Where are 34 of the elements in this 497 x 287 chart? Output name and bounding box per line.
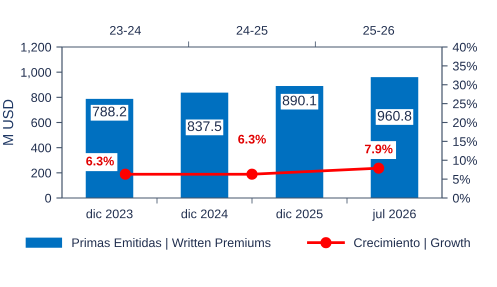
x-tick-label: 25-26 <box>363 26 394 35</box>
y-tick-label: 40% <box>452 42 477 52</box>
y-tick-label: 0 <box>45 194 52 203</box>
y-tick-label: 35% <box>452 62 477 71</box>
data-label: 837.5 <box>188 121 222 132</box>
data-label: 7.9% <box>364 144 393 154</box>
y-tick-label: 5% <box>452 174 470 184</box>
y-tick-label: 15% <box>453 137 477 146</box>
y-tick-label: 1,000 <box>21 68 52 78</box>
x-tick-label: dic 2025 <box>276 209 323 218</box>
data-label: 788.2 <box>92 106 126 116</box>
x-tick-label: 24-25 <box>236 26 268 35</box>
data-label: 890.1 <box>282 96 316 106</box>
y-tick-label: 600 <box>31 118 52 128</box>
y-tick-label: 30% <box>452 80 477 90</box>
y-axis-title: M USD <box>2 100 14 145</box>
data-label: 960.8 <box>378 110 412 121</box>
y-tick-label: 20% <box>453 118 477 128</box>
x-tick-label: jul 2026 <box>372 209 416 221</box>
data-label: 6.3% <box>86 156 114 166</box>
y-tick-label: 0% <box>452 194 470 203</box>
legend-label: Crecimiento | Growth <box>354 238 470 250</box>
bar <box>276 86 324 198</box>
y-tick-label: 1,200 <box>21 42 52 54</box>
y-tick-label: 10% <box>453 156 477 165</box>
legend-label: Primas Emitidas | Written Premiums <box>72 238 271 250</box>
data-label: 6.3% <box>238 134 266 144</box>
x-tick-label: 23-24 <box>110 26 141 35</box>
y-tick-label: 400 <box>31 143 52 152</box>
x-tick-label: dic 2024 <box>181 209 228 218</box>
y-tick-label: 25% <box>453 99 477 108</box>
y-tick-label: 200 <box>31 168 52 178</box>
y-tick-label: 800 <box>31 93 52 102</box>
x-tick-label: dic 2023 <box>86 209 133 218</box>
